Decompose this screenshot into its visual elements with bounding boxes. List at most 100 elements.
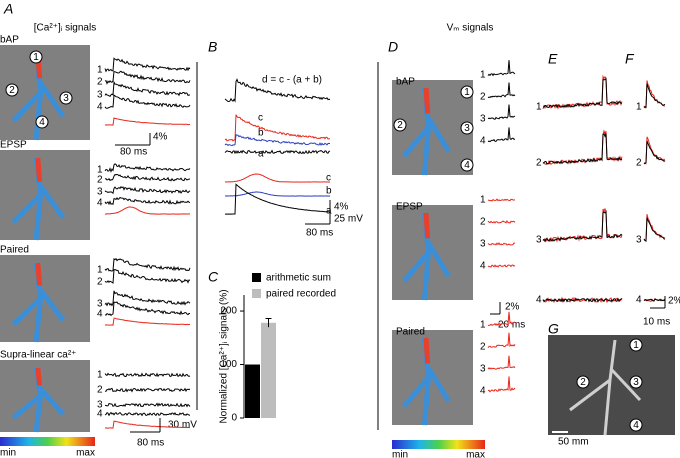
panel-label: G — [548, 321, 559, 337]
marker — [576, 375, 590, 389]
trace-id: 3 — [97, 90, 103, 101]
trace-id: 2 — [480, 217, 486, 228]
scale-label: 80 ms — [120, 147, 147, 158]
legend-swatch — [252, 289, 261, 298]
trace — [224, 149, 331, 155]
scale-label: 20 ms — [498, 320, 525, 331]
trace — [104, 268, 191, 284]
panel-title: Vₘ signals — [447, 23, 494, 34]
trace — [542, 297, 623, 303]
trace-id: 2 — [636, 158, 642, 169]
marker-label: 2 — [9, 85, 15, 96]
row-label: bAP — [0, 35, 19, 46]
marker-label: 3 — [464, 123, 470, 134]
scale-label: 50 mm — [558, 437, 589, 448]
trace-id: 3 — [480, 364, 486, 375]
y-tick-label: 200 — [220, 306, 237, 317]
trace — [104, 301, 190, 317]
trace — [487, 376, 516, 393]
trace — [224, 191, 331, 197]
marker — [35, 115, 49, 129]
trace — [104, 420, 191, 429]
dendrite — [35, 262, 43, 286]
marker — [629, 375, 643, 389]
trace-label: c — [326, 173, 331, 184]
trace — [104, 80, 190, 97]
marker — [460, 121, 474, 135]
trace-label: b — [326, 186, 332, 197]
scale-label: 4% — [334, 202, 349, 213]
trace — [487, 242, 516, 246]
trace — [104, 186, 191, 195]
panel-label: C — [208, 269, 219, 285]
row-label: EPSP — [396, 202, 423, 213]
trace — [487, 104, 516, 120]
trace-label: c — [258, 113, 263, 124]
dendrite — [569, 339, 642, 436]
trace — [105, 206, 191, 215]
trace-id: 2 — [536, 158, 542, 169]
error-bar — [265, 318, 272, 328]
y-tick-label: 0 — [231, 413, 237, 424]
trace-id: 2 — [97, 175, 103, 186]
legend-label: arithmetic sum — [266, 273, 331, 284]
trace — [487, 60, 516, 77]
trace-id: 3 — [480, 239, 486, 250]
trace-id: 2 — [97, 385, 103, 396]
trace — [104, 411, 191, 417]
trace — [104, 196, 191, 206]
trace — [643, 298, 666, 302]
trace-id: 4 — [97, 409, 103, 420]
marker-label: 4 — [633, 420, 639, 431]
colorbar-label: max — [466, 450, 485, 458]
trace — [487, 311, 516, 327]
trace-id: 1 — [480, 320, 486, 331]
legend-label: paired recorded — [266, 289, 336, 300]
panel-label: D — [388, 39, 398, 55]
marker-label: 1 — [33, 52, 39, 63]
trace-label: a — [326, 206, 332, 217]
trace — [225, 183, 330, 215]
panel-label: B — [208, 39, 217, 55]
colorbar-label: min — [392, 450, 408, 458]
marker — [460, 158, 474, 172]
trace-id: 1 — [536, 102, 542, 113]
colorbar — [0, 437, 95, 446]
trace-id: 3 — [480, 114, 486, 125]
trace — [542, 133, 623, 165]
trace-id: 4 — [536, 295, 542, 306]
row-label: Paired — [0, 245, 29, 256]
trace — [487, 82, 516, 98]
scale-label: 25 mV — [334, 214, 363, 225]
trace — [104, 173, 191, 182]
trace-id: 1 — [636, 102, 642, 113]
trace — [542, 207, 623, 243]
trace — [542, 77, 623, 109]
colorbar-label: min — [0, 448, 16, 458]
trace — [487, 355, 516, 370]
trace — [104, 117, 191, 126]
trace — [643, 136, 666, 165]
trace-id: 1 — [97, 265, 103, 276]
trace-id: 4 — [480, 261, 486, 272]
trace — [224, 114, 330, 142]
trace — [487, 198, 516, 202]
trace — [104, 372, 191, 378]
trace — [487, 220, 516, 224]
marker-label: 2 — [580, 377, 586, 388]
marker-label: 1 — [464, 87, 470, 98]
trace — [224, 134, 331, 147]
dendrite — [35, 367, 43, 386]
trace — [643, 217, 666, 242]
trace-id: 3 — [636, 235, 642, 246]
dendrite — [423, 337, 431, 364]
trace — [104, 257, 191, 272]
trace — [104, 402, 191, 408]
trace — [104, 70, 191, 85]
marker — [460, 85, 474, 99]
trace-id: 2 — [480, 342, 486, 353]
trace — [643, 83, 666, 109]
panel-label: F — [625, 51, 635, 67]
row-label: EPSP — [0, 140, 27, 151]
